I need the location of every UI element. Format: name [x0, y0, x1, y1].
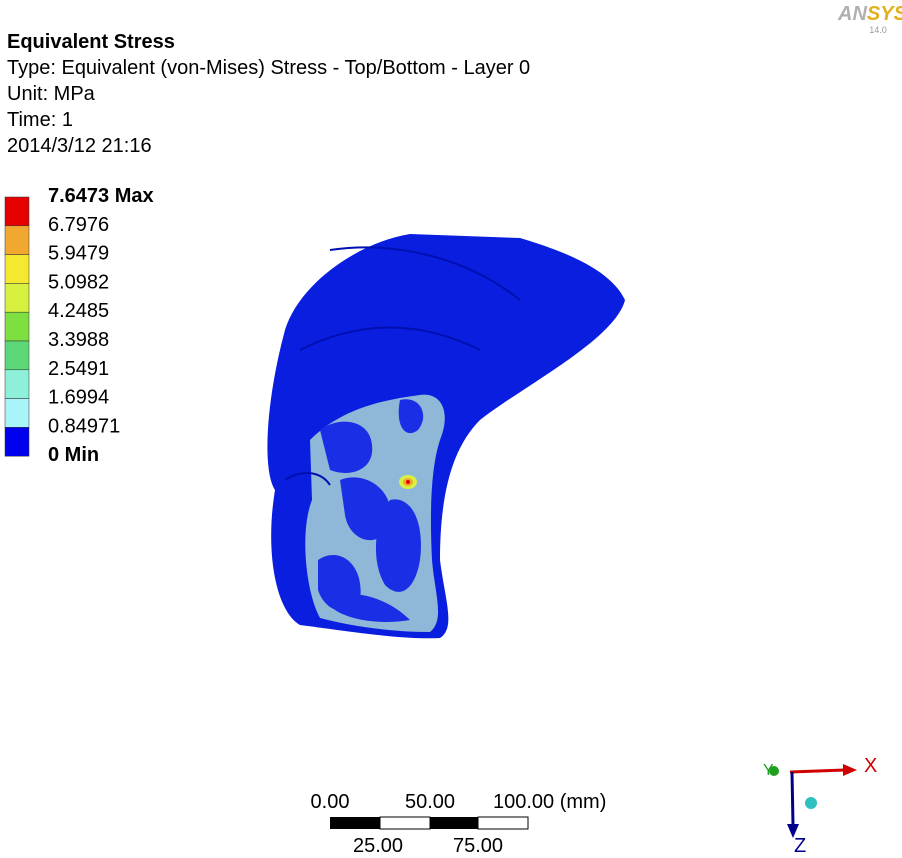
legend-label: 5.9479	[48, 243, 109, 265]
scale-bar: 0.00 50.00 100.00 (mm) 25.00 75.00	[311, 791, 607, 857]
header-line: Type: Equivalent (von-Mises) Stress - To…	[7, 57, 530, 79]
legend-label: 0 Min	[48, 444, 99, 466]
legend-label: 1.6994	[48, 387, 109, 409]
legend-swatch	[4, 283, 30, 313]
triad: X Y Z	[763, 755, 877, 857]
header-line: Time: 1	[7, 109, 73, 131]
z-label: Z	[794, 835, 806, 857]
scale-seg	[379, 816, 431, 830]
sphere	[805, 797, 817, 809]
scale-label: 75.00	[453, 835, 503, 857]
x-arrow	[843, 764, 857, 776]
legend-swatch	[4, 340, 30, 371]
header-lines: Type: Equivalent (von-Mises) Stress - To…	[7, 57, 530, 157]
scale-label: 0.00	[311, 791, 350, 813]
edges	[284, 246, 521, 486]
scale-seg	[477, 816, 529, 830]
logo: ANSYS	[837, 3, 902, 25]
scale-label: 25.00	[353, 835, 403, 857]
header-line: Unit: MPa	[7, 83, 96, 105]
model	[267, 234, 625, 639]
z-axis	[790, 771, 795, 826]
legend-label: 6.7976	[48, 214, 109, 236]
legend-label: 7.6473 Max	[48, 185, 154, 207]
legend-label: 3.3988	[48, 329, 109, 351]
legend-swatch	[4, 311, 30, 342]
scale-seg	[430, 817, 478, 829]
z-arrow	[787, 824, 799, 838]
legend-swatch	[4, 196, 30, 227]
legend-label: 4.2485	[48, 300, 109, 322]
logo-version: 14.0	[869, 25, 887, 35]
x-label: X	[864, 755, 877, 777]
legend-swatch	[4, 427, 30, 457]
legend-swatch	[4, 225, 30, 255]
legend-label: 5.0982	[48, 271, 109, 293]
legend-swatch	[4, 369, 30, 399]
y-label: Y	[763, 762, 774, 779]
hotspot-core	[406, 480, 410, 484]
y-axis	[769, 766, 779, 776]
header-line: 2014/3/12 21:16	[7, 135, 152, 157]
legend-swatch	[4, 398, 30, 428]
logo-brand-a: AN	[837, 3, 867, 25]
scale-seg	[330, 817, 380, 829]
scale-label: 50.00	[405, 791, 455, 813]
logo-brand-b: SYS	[867, 3, 902, 25]
low-stress-patches	[318, 399, 424, 622]
legend: 7.6473 Max 6.7976 5.9479 5.0982 4.2485 3.3988…	[4, 185, 154, 466]
legend-label: 0.84971	[48, 415, 120, 437]
legend-swatch	[4, 254, 30, 284]
title: Equivalent Stress	[7, 31, 175, 53]
x-axis	[789, 768, 846, 774]
legend-label: 2.5491	[48, 358, 109, 380]
scale-label: 100.00 (mm)	[493, 791, 606, 813]
